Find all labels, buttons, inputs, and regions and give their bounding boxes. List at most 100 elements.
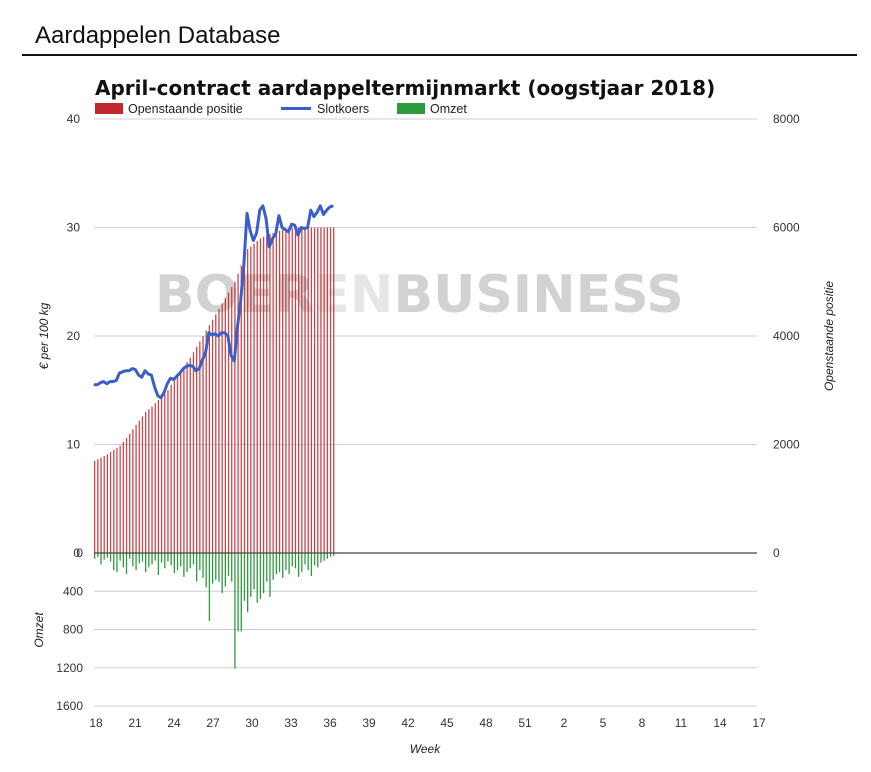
volume-bar: [240, 553, 242, 632]
volume-bar: [116, 553, 118, 573]
volume-bar: [106, 553, 109, 558]
volume-tick-label: 1600: [56, 699, 83, 713]
open-interest-bar: [278, 230, 281, 553]
volume-bar: [326, 553, 328, 559]
volume-tick-label: 0: [76, 546, 83, 560]
volume-bar: [202, 553, 204, 578]
open-interest-bar: [167, 390, 169, 553]
volume-bar: [278, 553, 281, 573]
open-interest-bar: [199, 341, 201, 553]
volume-bar: [135, 553, 137, 571]
week-tick-label: 8: [639, 716, 646, 730]
week-tick-label: 21: [128, 716, 142, 730]
closing-price-point: [189, 364, 191, 366]
open-interest-tick-label: 4000: [773, 329, 800, 343]
open-interest-bar: [243, 257, 246, 553]
volume-bar: [180, 553, 182, 567]
volume-bar: [119, 553, 121, 561]
open-interest-tick-label: 2000: [773, 438, 800, 452]
week-axis-ticks: 18 21 24 27 30 33 36 39 42 45 48 51 2 5 8 11 14 17: [89, 716, 766, 730]
open-interest-bar: [253, 243, 255, 553]
closing-price-point: [157, 395, 159, 397]
open-interest-bar: [221, 303, 223, 553]
week-tick-label: 30: [245, 716, 259, 730]
legend-label-volume: Omzet: [430, 102, 467, 116]
price-tick-label: 40: [67, 112, 81, 126]
volume-tick-label: 400: [63, 584, 83, 598]
closing-price-point: [141, 376, 143, 378]
page-title: Aardappelen Database: [35, 22, 281, 49]
closing-price-point: [326, 209, 328, 211]
closing-price-point: [329, 206, 331, 208]
closing-price-point: [147, 373, 149, 375]
closing-price-point: [303, 227, 305, 230]
open-interest-bar: [288, 228, 290, 553]
closing-price-point: [275, 233, 277, 235]
open-interest-bar: [294, 227, 297, 553]
volume-bar: [122, 553, 124, 568]
open-interest-bar: [259, 238, 262, 553]
open-interest-bar: [94, 460, 96, 553]
volume-bar: [266, 553, 268, 582]
closing-price-point: [265, 218, 267, 220]
price-axis-ticks: 0 10 20 30 40: [67, 112, 81, 560]
open-interest-bar: [247, 249, 249, 553]
open-interest-bar: [125, 437, 128, 553]
volume-bar: [231, 553, 233, 582]
volume-bar: [298, 553, 300, 577]
closing-price-point: [166, 383, 168, 385]
volume-bar: [282, 553, 284, 578]
open-interest-bar: [135, 424, 137, 553]
volume-bar: [167, 553, 169, 562]
open-interest-bar: [208, 325, 211, 553]
open-interest-bar: [320, 227, 322, 553]
week-tick-label: 36: [323, 716, 337, 730]
open-interest-bar: [151, 406, 153, 553]
closing-price-point: [246, 212, 248, 214]
closing-price-point: [211, 334, 213, 336]
open-interest-bar: [189, 357, 191, 553]
closing-price-point: [236, 326, 239, 328]
closing-price-point: [128, 370, 130, 372]
open-interest-bar: [250, 246, 252, 554]
week-tick-label: 42: [401, 716, 415, 730]
volume-bar: [145, 553, 147, 573]
closing-price-point: [297, 234, 299, 236]
closing-price-point: [160, 397, 162, 399]
open-interest-bar: [333, 227, 335, 553]
volume-bar: [317, 553, 319, 568]
closing-price-point: [192, 365, 194, 367]
open-interest-bar: [164, 393, 166, 553]
volume-bar: [237, 553, 239, 632]
volume-bar: [329, 553, 332, 557]
volume-bar: [288, 553, 290, 575]
open-interest-bar: [310, 227, 313, 553]
volume-bar: [132, 553, 134, 567]
legend-swatch-volume: [397, 103, 425, 114]
open-interest-bar: [132, 429, 134, 553]
volume-bar: [141, 553, 144, 562]
closing-price-point: [332, 205, 334, 207]
open-interest-bar: [275, 231, 277, 553]
closing-price-line: [93, 204, 334, 400]
open-interest-bar: [100, 457, 102, 553]
open-interest-bar: [269, 234, 271, 553]
week-tick-label: 18: [89, 716, 103, 730]
closing-price-point: [150, 374, 152, 376]
closing-price-point: [118, 372, 121, 374]
volume-bar: [211, 553, 214, 584]
title-rule: [22, 54, 857, 56]
closing-price-point: [185, 365, 188, 367]
week-tick-label: 39: [362, 716, 376, 730]
open-interest-bar: [272, 232, 274, 554]
volume-bar: [196, 553, 198, 582]
volume-bar: [333, 553, 335, 556]
open-interest-bar: [218, 308, 220, 553]
price-axis-title: € per 100 kg: [37, 302, 51, 369]
closing-price-point: [233, 360, 235, 362]
open-interest-bar: [141, 416, 144, 553]
closing-price-point: [153, 386, 156, 388]
volume-bar: [218, 553, 220, 582]
volume-bar: [215, 553, 217, 580]
